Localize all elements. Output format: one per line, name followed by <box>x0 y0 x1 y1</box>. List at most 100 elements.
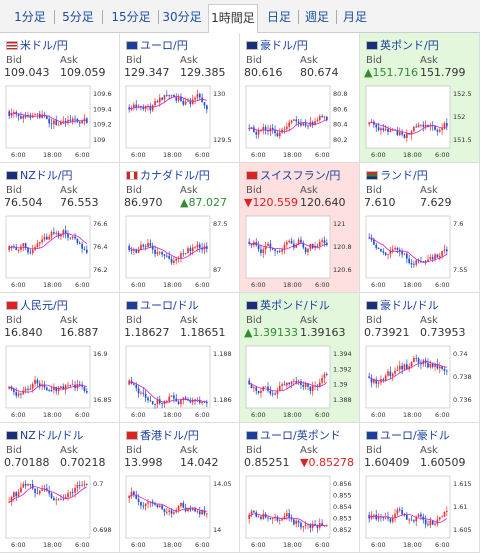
candle-body <box>137 249 140 253</box>
x-tick-label: 6:00 <box>131 281 146 289</box>
currency-pair-card[interactable]: ユーロ/ドル Bid Ask 1.18627 1.18651 1.188 1.186 6:00… <box>120 293 240 423</box>
tab-daily[interactable]: 日足 <box>266 10 291 24</box>
currency-pair-card[interactable]: ユーロ/英ポンド Bid Ask 0.85251 ▼0.85278 0.856 0.855 0… <box>240 423 360 553</box>
bid-label: Bid <box>246 185 262 196</box>
tab-5min[interactable]: 5分足 <box>62 10 94 24</box>
candle-body <box>398 365 401 370</box>
mini-price-chart[interactable]: 0.74 0.738 0.736 6:00 18:00 6:00 <box>364 343 477 423</box>
au-flag-icon <box>246 41 258 50</box>
bid-label: Bid <box>126 55 142 66</box>
mini-price-chart[interactable]: 87.5 87 6:00 18:00 6:00 <box>124 213 237 293</box>
mini-price-chart[interactable]: 1.615 1.61 1.605 6:00 18:00 6:00 <box>364 473 477 553</box>
tab-1hour[interactable]: 1時間足 <box>208 4 258 34</box>
x-tick-label: 6:00 <box>11 541 26 549</box>
currency-pair-card[interactable]: 人民元/円 Bid Ask 16.840 16.887 16.9 16.85 6:00 18:0… <box>0 293 120 423</box>
pair-title-link[interactable]: 香港ドル/円 <box>126 427 199 443</box>
candle-body <box>431 520 434 525</box>
x-tick-label: 6:00 <box>251 151 266 159</box>
candle-body <box>389 518 392 522</box>
candle-body <box>436 364 439 369</box>
pair-title-link[interactable]: ユーロ/豪ドル <box>366 427 450 443</box>
y-tick-label: 1.188 <box>213 350 232 358</box>
tab-1min[interactable]: 1分足 <box>14 10 46 24</box>
candle-body <box>86 249 88 253</box>
pair-title-link[interactable]: NZドル/ドル <box>6 427 83 443</box>
pair-title-link[interactable]: 人民元/円 <box>6 297 68 313</box>
candle-body <box>368 122 370 125</box>
pair-title-link[interactable]: NZドル/円 <box>6 167 72 183</box>
candle-body <box>76 485 79 488</box>
currency-pair-card[interactable]: 豪ドル/ドル Bid Ask 0.73921 0.73953 0.74 0.738 0.736… <box>360 293 480 423</box>
mini-price-chart[interactable]: 0.7 0.698 6:00 18:00 6:00 <box>4 473 117 553</box>
currency-pair-card[interactable]: 豪ドル/円 Bid Ask 80.616 80.674 80.8 80.6 80.4 80.2 6… <box>240 33 360 163</box>
pair-title-link[interactable]: 米ドル/円 <box>6 37 68 53</box>
candle-body <box>297 239 300 245</box>
candle-body <box>438 366 441 369</box>
ask-label: Ask <box>420 185 438 196</box>
pair-title-link[interactable]: 英ポンド/円 <box>366 37 439 53</box>
mini-price-chart[interactable]: 152.5 152 151.5 6:00 18:00 6:00 <box>364 83 477 163</box>
pair-title-link[interactable]: カナダドル/円 <box>126 167 210 183</box>
candle-body <box>180 400 182 404</box>
mini-price-chart[interactable]: 1.394 1.392 1.39 1.388 6:00 18:00 6:00 <box>244 343 357 423</box>
currency-pair-card[interactable]: NZドル/ドル Bid Ask 0.70188 0.70218 0.7 0.698 6:00 1… <box>0 423 120 553</box>
currency-pair-card[interactable]: スイスフラン/円 Bid Ask ▼120.559 120.640 121 120.8 120… <box>240 163 360 293</box>
mini-price-chart[interactable]: 16.9 16.85 6:00 18:00 6:00 <box>4 343 117 423</box>
tab-weekly[interactable]: 週足 <box>304 10 329 24</box>
candle-body <box>286 126 288 129</box>
currency-pair-card[interactable]: ランド/円 Bid Ask 7.610 7.629 7.6 7.55 6:00 18:00 6:0… <box>360 163 480 293</box>
ask-label: Ask <box>60 185 78 196</box>
pair-name: 米ドル/円 <box>20 39 68 52</box>
currency-pair-card[interactable]: ユーロ/円 Bid Ask 129.347 129.385 130 129.5 6:00 18:… <box>120 33 240 163</box>
gb-flag-icon <box>246 301 258 310</box>
candle-body <box>189 400 192 403</box>
bid-label: Bid <box>126 185 142 196</box>
pair-title-link[interactable]: ユーロ/円 <box>126 37 188 53</box>
candle-body <box>203 510 206 514</box>
currency-pair-card[interactable]: カナダドル/円 Bid Ask 86.970 ▲87.027 87.5 87 6:00 18:0… <box>120 163 240 293</box>
x-tick-label: 6:00 <box>371 281 386 289</box>
candle-body <box>257 245 260 250</box>
pair-title-link[interactable]: 豪ドル/ドル <box>366 297 439 313</box>
eu-flag-icon <box>126 41 138 50</box>
candle-body <box>283 244 286 250</box>
mini-price-chart[interactable]: 121 120.8 120.6 6:00 18:00 6:00 <box>244 213 357 293</box>
currency-pair-card[interactable]: ユーロ/豪ドル Bid Ask 1.60409 1.60509 1.615 1.61 1.60… <box>360 423 480 553</box>
currency-pair-card[interactable]: 米ドル/円 Bid Ask 109.043 109.059 109.6 109.4 109.2… <box>0 33 120 163</box>
candle-body <box>128 107 130 110</box>
tab-15min[interactable]: 15分足 <box>111 10 151 24</box>
mini-price-chart[interactable]: 7.6 7.55 6:00 18:00 6:00 <box>364 213 477 293</box>
mini-price-chart[interactable]: 130 129.5 6:00 18:00 6:00 <box>124 83 237 163</box>
currency-pair-card[interactable]: 英ポンド/円 Bid Ask ▲151.716 151.799 152.5 152 151.5… <box>360 33 480 163</box>
tab-monthly[interactable]: 月足 <box>342 10 367 24</box>
y-tick-label: 0.853 <box>333 515 352 523</box>
bid-value: 80.616 <box>244 66 283 79</box>
mini-price-chart[interactable]: 80.8 80.6 80.4 80.2 6:00 18:00 6:00 <box>244 83 357 163</box>
currency-pair-card[interactable]: NZドル/円 Bid Ask 76.504 76.553 76.6 76.4 76.2 6:00… <box>0 163 120 293</box>
mini-price-chart[interactable]: 1.188 1.186 6:00 18:00 6:00 <box>124 343 237 423</box>
bid-value: 0.70188 <box>4 456 50 469</box>
pair-title-link[interactable]: ユーロ/英ポンド <box>246 427 341 443</box>
pair-name: 人民元/円 <box>20 299 68 312</box>
pair-title-link[interactable]: 豪ドル/円 <box>246 37 308 53</box>
currency-pair-card[interactable]: 英ポンド/ドル Bid Ask ▲1.39133 1.39163 1.394 1.392 1.… <box>240 293 360 423</box>
candle-body <box>201 510 203 515</box>
pair-title-link[interactable]: ユーロ/ドル <box>126 297 199 313</box>
mini-price-chart[interactable]: 109.6 109.4 109.2 109 6:00 18:00 6:00 <box>4 83 117 163</box>
pair-title-link[interactable]: 英ポンド/ドル <box>246 297 330 313</box>
mini-price-chart[interactable]: 76.6 76.4 76.2 6:00 18:00 6:00 <box>4 213 117 293</box>
x-tick-label: 6:00 <box>195 281 210 289</box>
tab-30min[interactable]: 30分足 <box>162 10 202 24</box>
candle-body <box>377 516 380 520</box>
candle-body <box>382 251 385 253</box>
mini-price-chart[interactable]: 14.05 14 6:00 18:00 6:00 <box>124 473 237 553</box>
candle-body <box>410 262 413 265</box>
pair-title-link[interactable]: ランド/円 <box>366 167 428 183</box>
chart-plot-area <box>125 475 211 539</box>
currency-pair-card[interactable]: 香港ドル/円 Bid Ask 13.998 14.042 14.05 14 6:00 18:00… <box>120 423 240 553</box>
candle-body <box>34 247 36 250</box>
mini-price-chart[interactable]: 0.856 0.855 0.854 0.853 0.852 6:00 18:00 6:00 <box>244 473 357 553</box>
candle-body <box>443 249 446 251</box>
bid-value: 109.043 <box>4 66 50 79</box>
pair-title-link[interactable]: スイスフラン/円 <box>246 167 340 183</box>
